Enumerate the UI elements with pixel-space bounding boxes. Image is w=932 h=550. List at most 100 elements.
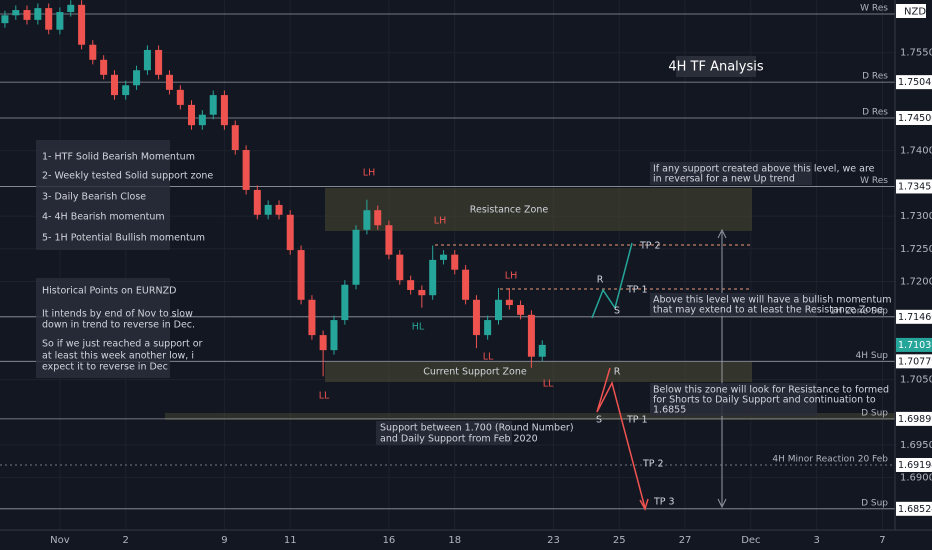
bearish-arrow	[639, 498, 649, 511]
candle-body	[253, 189, 261, 215]
level-badge	[896, 501, 932, 516]
candle-body	[407, 280, 415, 290]
candle-body	[12, 10, 20, 16]
current-support-zone	[325, 362, 752, 382]
historical-line: Historical Points on EURNZD	[42, 286, 176, 297]
checklist-item: 1- HTF Solid Bearish Momentum	[42, 152, 195, 163]
support-note-box	[376, 421, 512, 445]
x-tick-label: 25	[613, 535, 626, 546]
projection-label: S	[614, 306, 620, 317]
candle-body	[440, 254, 448, 260]
candle-body	[472, 299, 480, 336]
level-badge	[896, 179, 932, 194]
level-price: 1.68524	[898, 504, 932, 515]
y-tick-label: 1.69000	[900, 473, 932, 484]
level-name: W Res	[860, 3, 888, 13]
x-tick-label: 9	[221, 535, 227, 546]
reversal-note-box	[650, 162, 812, 185]
candle-body	[495, 299, 503, 321]
candle-body	[418, 289, 426, 296]
x-tick-label: 27	[679, 535, 692, 546]
level-badge	[896, 457, 932, 472]
candle-body	[286, 214, 294, 251]
level-badge	[896, 309, 932, 324]
swing-label: LL	[543, 379, 554, 390]
candle-body	[188, 104, 196, 126]
candle-body	[34, 8, 42, 20]
level-name: D Res	[862, 107, 888, 117]
checklist-item: 3- Daily Bearish Close	[42, 192, 146, 203]
level-name: D Sup	[861, 498, 888, 508]
level-badge	[896, 354, 932, 369]
candle-body	[209, 95, 217, 115]
x-tick-label: 11	[284, 535, 297, 546]
level-badge	[896, 411, 932, 426]
candle-body	[1, 15, 9, 24]
candle-body	[264, 204, 272, 215]
candle-body	[275, 204, 283, 215]
candle-body	[308, 299, 316, 336]
candle-body	[297, 250, 305, 300]
checklist-item: 4- 4H Bearish momentum	[42, 212, 165, 223]
historical-line: It intends by end of Nov to slow	[42, 309, 193, 320]
projection-label: TP 2	[639, 241, 661, 252]
candle-body	[78, 4, 86, 45]
bearish-note-box	[650, 383, 817, 416]
candle-body	[45, 8, 53, 30]
candle-body	[198, 114, 206, 126]
y-tick-label: 1.73000	[900, 211, 932, 222]
bullish-note-box	[650, 293, 817, 316]
currency-label: NZD	[904, 7, 926, 18]
candle-body	[451, 254, 459, 270]
swing-label: LL	[483, 352, 494, 363]
y-tick-label: 1.70500	[900, 375, 932, 386]
note-line: that may extend to at least the Resistan…	[653, 305, 883, 316]
bearish-path	[596, 367, 646, 509]
candle-body	[527, 314, 535, 357]
x-tick-label: 7	[879, 535, 885, 546]
historical-line: down in trend to reverse in Dec.	[42, 320, 195, 331]
resistance-zone	[325, 188, 752, 231]
candle-body	[155, 49, 163, 75]
note-line: If any support created above this level,…	[653, 164, 875, 175]
current-price-badge	[896, 337, 932, 352]
historical-line: at least this week another low, i	[42, 351, 194, 362]
candle-body	[374, 210, 382, 226]
candle-body	[484, 320, 492, 336]
candle-body	[242, 150, 250, 190]
currency-badge	[896, 4, 926, 18]
level-price: 1.69899	[898, 414, 932, 425]
level-name: 4H Sup	[856, 351, 889, 361]
candle-body	[352, 229, 360, 285]
candle-body	[122, 85, 130, 96]
candle-body	[396, 254, 404, 281]
current-price-label: 1.71030	[898, 340, 932, 351]
projection-label: TP 3	[653, 497, 675, 508]
historical-line: expect it to reverse in Dec	[42, 362, 168, 373]
candle-body	[231, 125, 239, 151]
candle-body	[341, 284, 349, 321]
candle-body	[220, 95, 228, 126]
zone-label: Current Support Zone	[423, 367, 527, 378]
title-box	[676, 56, 756, 77]
title: 4H TF Analysis	[668, 60, 764, 75]
candle-body	[538, 344, 546, 357]
candle-body	[505, 299, 513, 306]
checklist-item: 5- 1H Potential Bullish momentum	[42, 233, 205, 244]
y-tick-label: 1.74000	[900, 146, 932, 157]
level-badge	[896, 110, 932, 125]
x-tick-label: 3	[814, 535, 820, 546]
level-name: D Res	[862, 72, 888, 82]
candle-body	[133, 70, 141, 86]
note-line: 1.6855	[653, 405, 686, 416]
axes: 1.69000 1.69500 1.70500 1.72000 1.72500 1.730…	[50, 48, 932, 546]
projection-label: TP 2	[642, 459, 664, 470]
x-tick-label: 18	[448, 535, 461, 546]
candle-body	[363, 210, 371, 230]
candle-body	[429, 259, 437, 296]
note-line: Above this level we will have a bullish …	[653, 295, 891, 306]
candle-body	[176, 89, 184, 105]
x-tick-label: Nov	[50, 535, 70, 546]
candle-body	[517, 305, 525, 315]
candle-body	[462, 269, 470, 300]
